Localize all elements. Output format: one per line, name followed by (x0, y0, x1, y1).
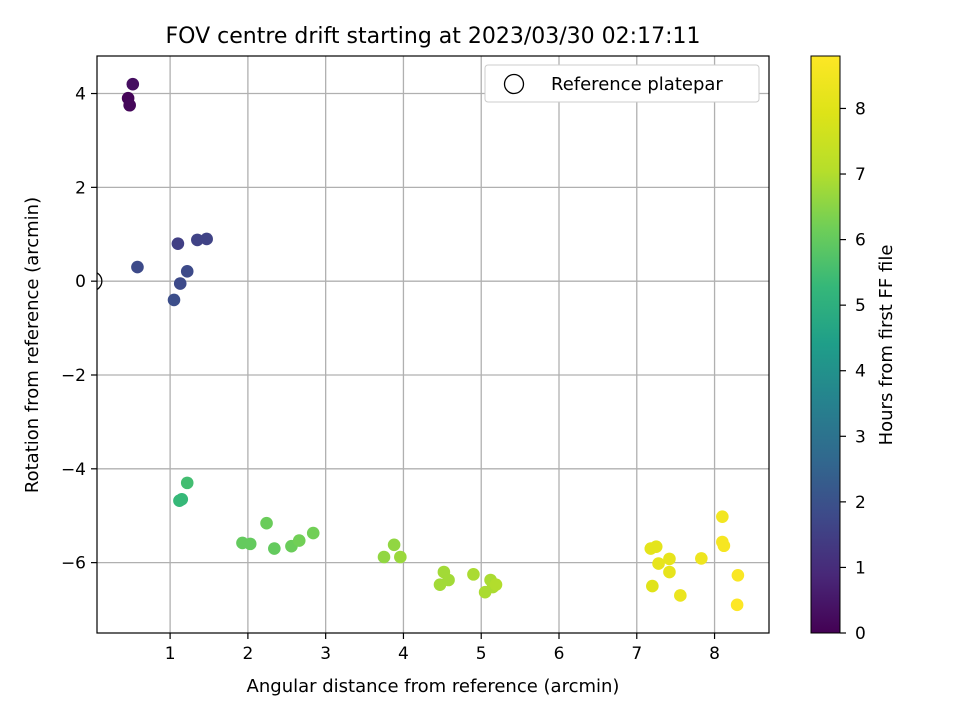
colorbar-tick-label: 1 (855, 558, 866, 578)
scatter-point (175, 493, 189, 506)
scatter-point (180, 265, 194, 278)
scatter-point (260, 516, 273, 530)
scatter-point (674, 589, 687, 602)
colorbar-tick-label: 5 (855, 296, 866, 316)
scatter-point (171, 237, 185, 250)
scatter-point (649, 540, 663, 553)
x-tick-label: 5 (476, 644, 487, 664)
scatter-point (243, 537, 257, 551)
x-tick-label: 7 (631, 644, 642, 664)
colorbar-tick-label: 4 (855, 362, 866, 382)
scatter-point (306, 526, 320, 540)
x-tick-label: 6 (554, 644, 565, 664)
scatter-point (717, 539, 731, 553)
scatter-point (200, 232, 213, 246)
chart-title: FOV centre drift starting at 2023/03/30 … (166, 24, 701, 49)
colorbar-tick-label: 3 (855, 427, 866, 447)
scatter-point (646, 579, 659, 593)
x-tick-label: 3 (320, 644, 331, 664)
scatter-point (173, 277, 187, 290)
y-tick-label: −6 (61, 554, 86, 574)
scatter-point (663, 552, 676, 566)
x-tick-label: 4 (398, 644, 409, 664)
points (97, 77, 745, 612)
y-axis-label: Rotation from reference (arcmin) (22, 197, 43, 493)
colorbar-tick-label: 2 (855, 493, 866, 513)
scatter-point (731, 569, 745, 582)
scatter-point (180, 476, 194, 490)
reference-platepar-marker (97, 272, 103, 291)
scatter-point (489, 578, 503, 591)
y-axis-ticks: −6 −4 −2 0 2 4 (61, 85, 97, 574)
scatter-point (394, 550, 407, 564)
colorbar-label: Hours from first FF file (876, 245, 897, 446)
scatter-point (387, 538, 401, 552)
colorbar-tick-label: 7 (855, 165, 866, 185)
y-tick-label: 0 (75, 272, 86, 292)
scatter-point (167, 293, 181, 307)
x-axis-ticks: 1 2 3 4 5 6 7 8 (165, 633, 720, 664)
colorbar-ticks: 0 1 2 3 4 5 6 7 8 (840, 99, 866, 644)
legend-entry-label: Reference platepar (551, 74, 723, 95)
plot-area (96, 55, 770, 634)
scatter-point (652, 557, 665, 570)
scatter-point (377, 550, 391, 564)
colorbar-tick-label: 8 (855, 99, 866, 119)
grid (97, 56, 769, 633)
x-axis-label: Angular distance from reference (arcmin) (247, 676, 620, 697)
legend-marker-icon (503, 73, 525, 95)
scatter-point (716, 510, 729, 523)
y-tick-label: −4 (61, 460, 86, 480)
y-tick-label: 4 (75, 85, 86, 105)
colorbar-tick-label: 6 (855, 231, 866, 251)
x-tick-label: 2 (242, 644, 253, 664)
colorbar (810, 55, 841, 634)
scatter-point (268, 542, 281, 555)
y-tick-label: 2 (75, 178, 86, 198)
scatter-point (442, 573, 455, 587)
scatter-point (191, 233, 204, 247)
colorbar-tick-label: 0 (855, 624, 866, 644)
scatter-point (663, 565, 676, 579)
scatter-point (467, 568, 480, 581)
legend-box (484, 64, 760, 103)
scatter-point (292, 534, 306, 547)
scatter-point (730, 598, 744, 612)
scatter-point (123, 98, 136, 112)
x-tick-label: 1 (165, 644, 176, 664)
scatter-point (695, 552, 708, 565)
legend: Reference platepar (484, 64, 760, 103)
y-tick-label: −2 (61, 366, 86, 386)
scatter-point (131, 260, 144, 274)
scatter-point (126, 77, 140, 91)
x-tick-label: 8 (709, 644, 720, 664)
